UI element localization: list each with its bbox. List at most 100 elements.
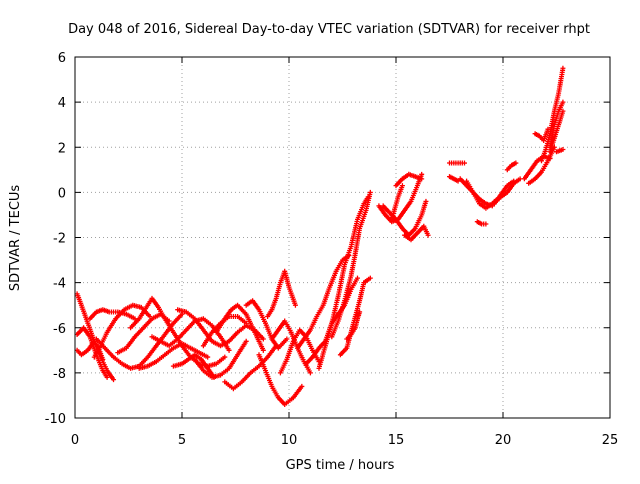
- data-point: [151, 317, 153, 320]
- data-point: [538, 135, 541, 137]
- data-point: [123, 308, 126, 311]
- data-point: [557, 123, 560, 126]
- data-point: [553, 137, 556, 140]
- x-axis-label: GPS time / hours: [286, 458, 395, 473]
- data-track: [464, 178, 502, 211]
- data-track: [474, 219, 489, 227]
- data-point: [134, 317, 136, 320]
- series-track-11: [170, 352, 217, 380]
- data-point: [185, 311, 188, 313]
- data-point: [114, 317, 117, 320]
- data-point: [506, 169, 509, 171]
- data-point: [142, 326, 145, 329]
- data-point: [350, 288, 352, 291]
- data-point: [414, 175, 417, 178]
- data-point: [104, 347, 106, 349]
- series-track-18: [256, 352, 305, 407]
- data-point: [328, 286, 331, 288]
- data-point: [341, 259, 344, 261]
- data-point: [540, 159, 543, 162]
- data-point: [151, 335, 153, 338]
- series-track-22: [295, 253, 352, 351]
- data-point: [277, 396, 280, 399]
- data-point: [395, 184, 397, 187]
- data-point: [519, 178, 521, 180]
- data-point: [176, 338, 179, 340]
- data-point: [215, 331, 218, 334]
- data-point: [155, 360, 158, 363]
- data-point: [275, 297, 277, 300]
- data-point: [106, 331, 108, 334]
- data-point: [369, 277, 372, 279]
- data-point: [89, 317, 91, 320]
- x-tick-label: 10: [281, 433, 298, 448]
- data-point: [478, 202, 481, 205]
- data-track: [554, 147, 566, 155]
- data-point: [82, 326, 85, 329]
- data-point: [286, 358, 288, 361]
- data-point: [138, 317, 140, 320]
- series-track-43: [532, 126, 551, 143]
- data-point: [350, 333, 352, 336]
- data-point: [403, 234, 406, 237]
- data-point: [303, 338, 305, 340]
- data-point: [219, 374, 222, 376]
- data-point: [215, 363, 218, 365]
- data-point: [403, 209, 406, 212]
- data-point: [292, 340, 295, 343]
- data-point: [530, 169, 532, 171]
- data-point: [465, 180, 468, 182]
- data-point: [459, 162, 462, 164]
- data-point: [146, 356, 149, 358]
- data-point: [523, 178, 526, 180]
- data-point: [427, 234, 429, 237]
- data-point: [476, 220, 479, 223]
- data-point: [425, 200, 427, 203]
- data-point: [350, 275, 352, 277]
- data-point: [553, 110, 556, 112]
- data-point: [296, 347, 299, 349]
- data-point: [117, 351, 119, 354]
- data-point: [335, 270, 337, 273]
- data-point: [253, 331, 256, 334]
- y-tick-label: -10: [45, 412, 66, 427]
- data-point: [138, 367, 140, 370]
- y-tick-label: 0: [58, 186, 66, 201]
- data-point: [112, 356, 115, 358]
- data-point: [219, 345, 222, 347]
- y-tick-label: -8: [53, 367, 66, 382]
- data-point: [211, 331, 213, 334]
- data-point: [76, 349, 78, 352]
- data-point: [416, 232, 419, 234]
- data-point: [202, 317, 205, 320]
- data-point: [343, 299, 346, 302]
- data-point: [245, 313, 247, 316]
- series-track-42: [526, 144, 557, 186]
- data-point: [264, 322, 267, 325]
- data-point: [236, 304, 239, 306]
- data-point: [420, 178, 423, 180]
- data-point: [420, 214, 423, 216]
- data-point: [463, 162, 466, 164]
- data-point: [414, 227, 417, 230]
- data-point: [202, 369, 205, 372]
- data-point: [324, 345, 327, 347]
- data-point: [181, 363, 183, 365]
- data-point: [542, 139, 545, 142]
- data-point: [339, 354, 342, 356]
- data-point: [228, 367, 230, 370]
- data-point: [553, 146, 556, 149]
- series-track-31: [402, 223, 431, 243]
- data-point: [164, 333, 166, 336]
- data-point: [485, 207, 487, 209]
- data-point: [331, 335, 333, 338]
- data-point: [316, 315, 318, 318]
- data-point: [258, 308, 260, 311]
- data-point: [140, 306, 143, 309]
- data-point: [283, 403, 286, 406]
- data-point: [258, 354, 260, 356]
- data-point: [87, 322, 89, 325]
- data-point: [266, 315, 269, 318]
